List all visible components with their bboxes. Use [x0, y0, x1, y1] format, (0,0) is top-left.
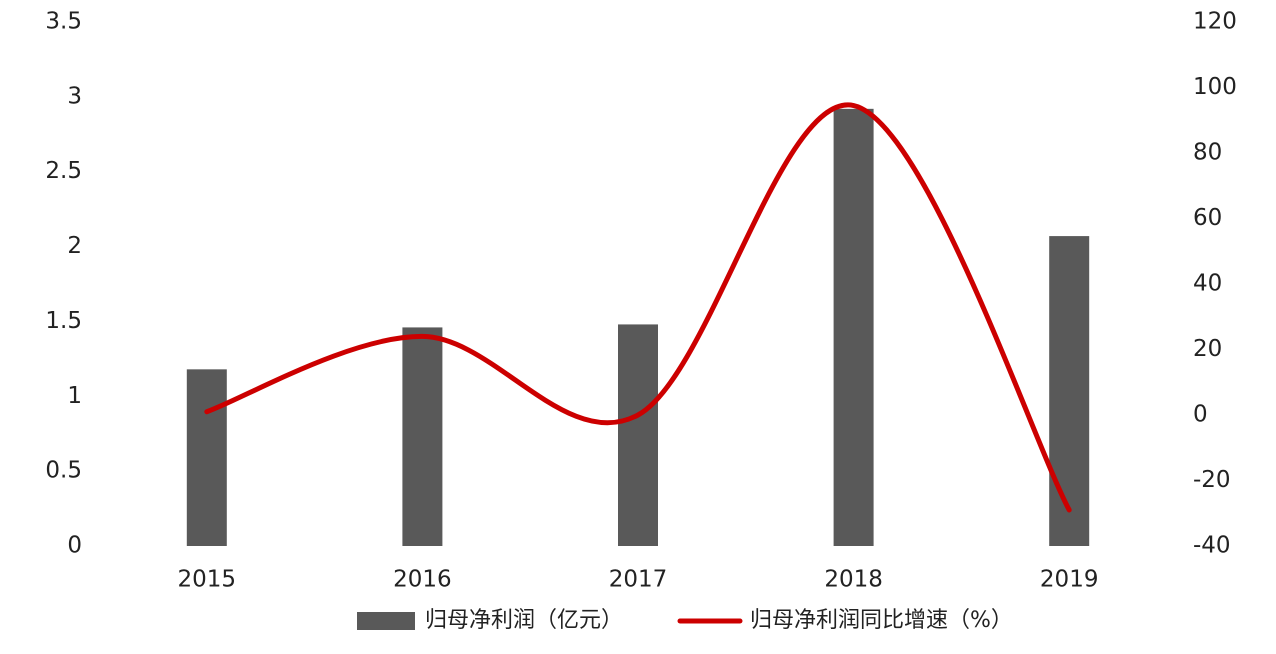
bar: [833, 108, 874, 546]
legend-swatch: [357, 612, 415, 630]
y2-tick-label: 100: [1193, 74, 1237, 100]
bar: [618, 324, 658, 546]
legend-label: 归母净利润（亿元）: [425, 608, 623, 633]
x-tick-label: 2017: [609, 567, 668, 593]
y2-tick-label: 80: [1193, 140, 1222, 166]
line: [204, 102, 1072, 513]
y-tick-label: 3.5: [45, 9, 82, 35]
x-tick-label: 2015: [178, 567, 237, 593]
y2-tick-label: 20: [1193, 336, 1222, 362]
x-tick-label: 2016: [393, 567, 452, 593]
y2-tick-label: -20: [1193, 467, 1231, 493]
x-tick-label: 2018: [824, 567, 883, 593]
y-tick-label: 1.5: [45, 308, 82, 334]
y2-tick-label: 60: [1193, 205, 1222, 231]
y-tick-label: 3: [67, 83, 82, 109]
y-tick-label: 0: [67, 533, 82, 559]
y-tick-label: 1: [67, 383, 82, 409]
y2-tick-label: 0: [1193, 402, 1208, 428]
y2-tick-label: 120: [1193, 9, 1237, 35]
y-tick-label: 2: [67, 233, 82, 259]
y-tick-label: 2.5: [45, 158, 82, 184]
bar: [402, 327, 443, 546]
x-tick-label: 2019: [1040, 567, 1099, 593]
y2-tick-label: -40: [1193, 533, 1231, 559]
bar: [186, 369, 227, 546]
legend-label: 归母净利润同比增速（%）: [750, 608, 1013, 633]
y-tick-label: 0.5: [45, 458, 82, 484]
bar: [1049, 236, 1090, 546]
y2-tick-label: 40: [1193, 271, 1222, 297]
